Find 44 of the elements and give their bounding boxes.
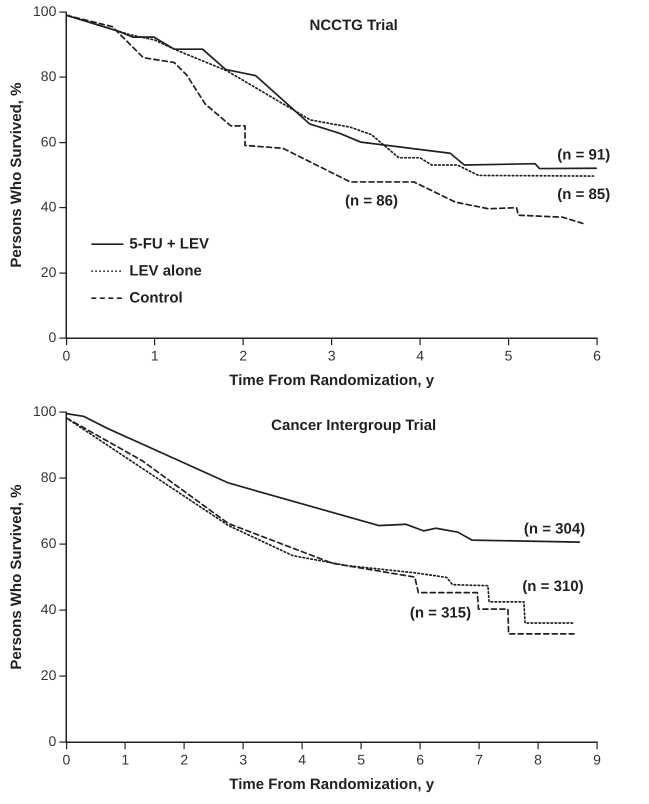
x-tick-label: 1 bbox=[150, 347, 159, 364]
x-tick-label: 6 bbox=[416, 751, 424, 768]
annotation: (n = 91) bbox=[557, 146, 610, 164]
annotation: (n = 310) bbox=[522, 578, 584, 596]
y-tick-label: 100 bbox=[33, 2, 57, 19]
x-tick-label: 2 bbox=[180, 751, 188, 768]
x-tick-label: 3 bbox=[239, 751, 248, 768]
annotation: (n = 85) bbox=[557, 186, 610, 203]
y-tick-label: 20 bbox=[40, 667, 57, 684]
annotation: (n = 304) bbox=[524, 520, 586, 538]
x-axis-title: Time From Randomization, y bbox=[229, 372, 435, 390]
chart-title: Cancer Intergroup Trial bbox=[271, 417, 436, 434]
y-tick-label: 20 bbox=[40, 264, 57, 280]
x-tick-label: 5 bbox=[504, 347, 513, 364]
y-tick-label: 60 bbox=[40, 133, 57, 150]
x-tick-label: 7 bbox=[475, 751, 484, 768]
x-tick-label: 0 bbox=[62, 751, 70, 768]
y-tick-label: 0 bbox=[48, 733, 57, 750]
x-tick-label: 6 bbox=[593, 347, 602, 364]
x-tick-label: 1 bbox=[121, 751, 130, 768]
y-tick-label: 60 bbox=[40, 534, 57, 551]
y-axis-title: Persons Who Survived, % bbox=[8, 484, 26, 670]
x-tick-label: 0 bbox=[62, 347, 70, 364]
annotation: (n = 315) bbox=[410, 604, 472, 622]
x-tick-label: 9 bbox=[593, 751, 602, 768]
y-tick-label: 0 bbox=[48, 329, 57, 346]
legend-label: 5-FU + LEV bbox=[129, 235, 209, 252]
x-tick-label: 8 bbox=[534, 751, 542, 768]
y-tick-label: 80 bbox=[40, 468, 57, 485]
legend-label: LEV alone bbox=[129, 262, 202, 280]
x-tick-label: 4 bbox=[298, 751, 306, 768]
x-axis-title: Time From Randomization, y bbox=[229, 776, 435, 794]
y-tick-label: 100 bbox=[33, 402, 57, 419]
y-tick-label: 40 bbox=[40, 198, 57, 215]
chart-title: NCCTG Trial bbox=[310, 17, 398, 34]
legend-label: Control bbox=[129, 289, 183, 306]
y-tick-label: 40 bbox=[40, 600, 57, 617]
x-tick-label: 2 bbox=[239, 347, 248, 364]
y-tick-label: 80 bbox=[40, 68, 57, 84]
y-axis-title: Persons Who Survived, % bbox=[8, 82, 26, 268]
annotation: (n = 86) bbox=[345, 192, 398, 210]
x-tick-label: 4 bbox=[416, 347, 424, 364]
x-tick-label: 5 bbox=[357, 751, 366, 768]
x-tick-label: 3 bbox=[328, 347, 336, 364]
